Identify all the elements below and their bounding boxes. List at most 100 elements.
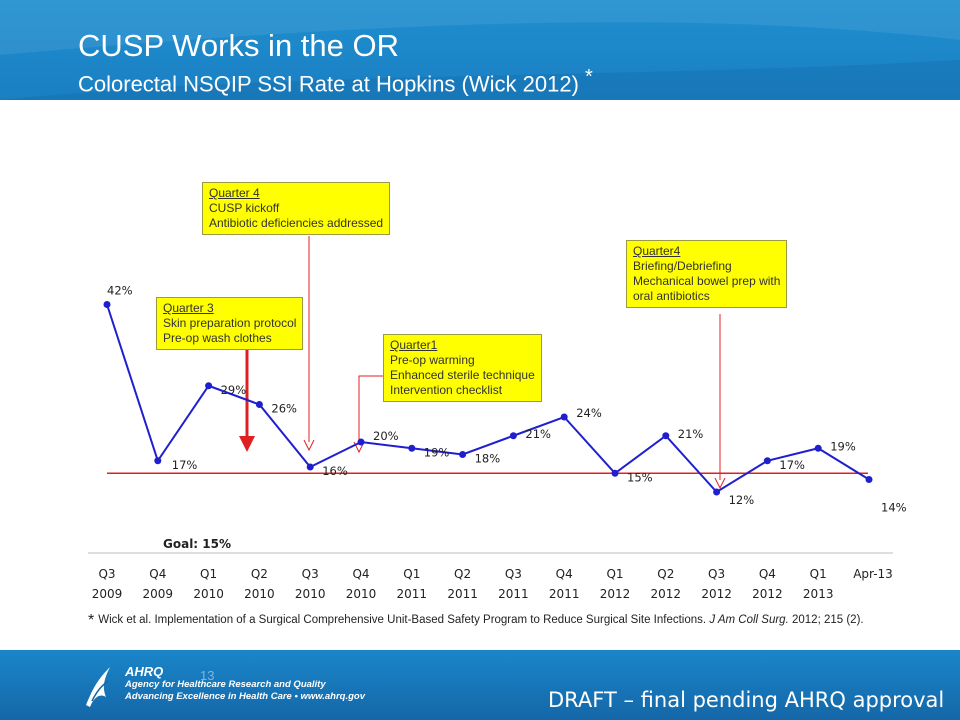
annotation-line: CUSP kickoff — [209, 201, 280, 215]
x-tick-label: Q3 — [505, 567, 522, 581]
x-tick-label-year: 2009 — [92, 587, 123, 601]
annotation-line: Pre-op wash clothes — [163, 331, 272, 345]
page-title: CUSP Works in the OR — [78, 28, 400, 63]
data-label: 21% — [525, 427, 551, 441]
x-tick-label: Q3 — [302, 567, 319, 581]
header-wave — [0, 0, 960, 100]
thin-arrow-head-q4-2012 — [714, 477, 726, 490]
x-tick-label-year: 2010 — [295, 587, 326, 601]
subtitle-footnote-mark: * — [585, 66, 593, 88]
x-tick-label: Q2 — [454, 567, 471, 581]
data-label: 20% — [373, 429, 399, 443]
x-tick-label-year: 2011 — [498, 587, 529, 601]
data-label: 14% — [881, 501, 907, 515]
x-tick-label: Q1 — [810, 567, 827, 581]
x-tick-label: Q4 — [759, 567, 776, 581]
thin-arrow-q1-2011 — [358, 375, 383, 445]
data-label: 12% — [729, 493, 755, 507]
data-point — [459, 451, 467, 458]
x-tick-label-year: 2011 — [397, 587, 428, 601]
annotation-line: Mechanical bowel prep with — [633, 274, 781, 288]
annotation-head: Quarter 4 — [209, 186, 260, 200]
annotation-line: Pre-op warming — [390, 353, 475, 367]
header-bar — [0, 0, 960, 100]
annotation-box-q4-2010: Quarter 4 CUSP kickoff Antibiotic defici… — [202, 182, 391, 235]
ssi-rate-line — [106, 304, 870, 494]
data-label: 17% — [172, 458, 198, 472]
data-point — [763, 457, 771, 465]
annotation-head: Quarter 3 — [163, 301, 214, 315]
footnote-text: Wick et al. Implementation of a Surgical… — [98, 614, 707, 626]
annotation-line: Intervention checklist — [390, 383, 503, 397]
red-arrow-head — [239, 436, 255, 452]
data-label: 19% — [830, 439, 856, 453]
x-tick-label: Q2 — [251, 567, 268, 581]
data-label: 29% — [221, 383, 247, 397]
annotation-box-q1-2011: Quarter1 Pre-op warming Enhanced sterile… — [383, 334, 542, 402]
annotation-head: Quarter1 — [390, 338, 438, 352]
data-point — [408, 444, 416, 452]
ahrq-brand: AHRQ — [125, 664, 164, 679]
x-tick-label: Q3 — [708, 567, 725, 581]
subtitle-text: Colorectal NSQIP SSI Rate at Hopkins (Wi… — [78, 71, 579, 97]
annotation-line: oral antibiotics — [633, 289, 710, 303]
annotation-line: Briefing/Debriefing — [633, 259, 732, 273]
data-label: 24% — [576, 406, 602, 420]
x-tick-label-year: 2011 — [447, 587, 478, 601]
ahrq-logo: AHRQ Agency for Healthcare Research and … — [125, 664, 365, 702]
hhs-eagle-logo-icon — [86, 667, 110, 707]
x-tick-label-year: 2009 — [143, 587, 174, 601]
footer-bar — [0, 650, 960, 720]
ahrq-tagline: Advancing Excellence in Health Care • ww… — [125, 691, 366, 702]
data-point — [865, 476, 873, 483]
data-label: 15% — [627, 470, 653, 484]
annotation-line: Enhanced sterile technique — [390, 368, 535, 382]
x-tick-label: Q3 — [98, 567, 115, 581]
x-tick-label-year: 2010 — [346, 587, 377, 601]
data-label: 21% — [678, 427, 704, 441]
annotation-line: Antibiotic deficiencies addressed — [209, 216, 384, 230]
ahrq-agency-name: Agency for Healthcare Research and Quali… — [125, 679, 326, 690]
x-tick-label: Q4 — [149, 567, 166, 581]
x-tick-label: Q1 — [606, 567, 623, 581]
footnote-citation: 2012; 215 (2). — [791, 614, 864, 626]
footnote-mark: * — [88, 612, 95, 629]
data-point — [509, 432, 517, 440]
data-point — [814, 444, 822, 452]
annotation-box-q4-2012: Quarter4 Briefing/Debriefing Mechanical … — [626, 240, 788, 308]
x-tick-label-year: 2012 — [752, 587, 783, 601]
x-tick-label-year: 2012 — [651, 587, 682, 601]
page-number: 13 — [200, 668, 215, 683]
data-point — [306, 463, 314, 471]
footnote: * Wick et al. Implementation of a Surgica… — [88, 610, 864, 629]
data-label: 19% — [424, 445, 450, 459]
data-point — [560, 413, 568, 421]
data-point — [662, 432, 670, 440]
data-point — [713, 488, 721, 496]
ssi-rate-chart: Goal: 15% 42% 17% 29% 26% 16% 20% 19% 18% 21% 24% 1… — [88, 236, 907, 601]
x-tick-label-year: 2012 — [600, 587, 631, 601]
x-tick-label: Q2 — [657, 567, 674, 581]
data-label: 17% — [779, 458, 805, 472]
annotation-head: Quarter4 — [633, 244, 681, 258]
x-tick-label-year: 2010 — [244, 587, 275, 601]
draft-label: DRAFT – final pending AHRQ approval — [548, 688, 945, 712]
page-subtitle: Colorectal NSQIP SSI Rate at Hopkins (Wi… — [78, 66, 593, 97]
data-point — [611, 469, 619, 477]
data-point — [205, 382, 213, 390]
x-tick-label-year: 2011 — [549, 587, 580, 601]
data-point — [103, 301, 111, 308]
annotation-line: Skin preparation protocol — [163, 316, 297, 330]
x-tick-label: Q1 — [200, 567, 217, 581]
goal-label: Goal: 15% — [163, 537, 231, 551]
data-label: 16% — [322, 464, 348, 478]
footnote-journal: J Am Coll Surg. — [709, 614, 789, 626]
data-label: 18% — [475, 452, 501, 466]
annotation-box-q3-2010: Quarter 3 Skin preparation protocol Pre-… — [156, 297, 304, 350]
data-point — [255, 401, 263, 408]
x-tick-label: Q4 — [556, 567, 573, 581]
data-label: 42% — [107, 284, 133, 298]
data-point — [357, 438, 365, 446]
x-tick-label: Q4 — [352, 567, 369, 581]
data-point — [154, 457, 162, 465]
